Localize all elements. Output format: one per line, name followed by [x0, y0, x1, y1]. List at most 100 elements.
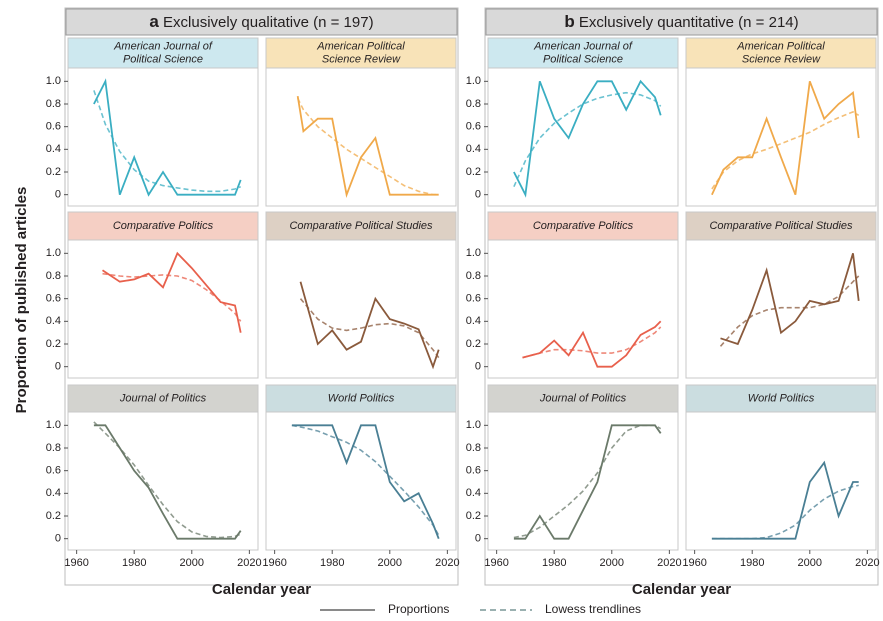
- group-letter: a: [149, 12, 159, 31]
- title-line: Political Science: [543, 53, 623, 65]
- x-tick-label: 1980: [740, 557, 764, 569]
- y-tick-label: 0: [55, 533, 61, 545]
- title-line: Political Science: [123, 53, 203, 65]
- y-tick-label: 0: [475, 189, 481, 201]
- panel-header: [685, 37, 877, 69]
- x-tick-label: 2000: [600, 557, 624, 569]
- y-tick-label: 0.4: [46, 315, 61, 327]
- panel-header: [685, 211, 877, 241]
- y-tick-label: 0.6: [466, 293, 481, 305]
- group-header: [485, 8, 878, 36]
- x-tick-label: 2020: [435, 557, 459, 569]
- x-tick-label: 2000: [180, 557, 204, 569]
- panel-header: [67, 384, 259, 413]
- y-tick-label: 0: [475, 361, 481, 373]
- group-name: Exclusively qualitative: [163, 14, 309, 31]
- title-line: American Political: [736, 40, 825, 52]
- y-axis-label: Proportion of published articles: [13, 187, 30, 414]
- group-frame: [484, 7, 879, 586]
- group-n: (n = 197): [313, 14, 373, 31]
- y-tick-label: 0.2: [466, 510, 481, 522]
- y-tick-label: 1.0: [466, 419, 481, 431]
- series-line: [102, 272, 242, 322]
- panel-header: [487, 211, 679, 241]
- y-tick-label: 0.4: [466, 143, 481, 155]
- series-line: [291, 424, 440, 536]
- panel-header: [265, 211, 457, 241]
- y-tick-label: 0.8: [466, 442, 481, 454]
- x-tick-label: 1980: [542, 557, 566, 569]
- series-line: [93, 78, 242, 197]
- legend-label: Lowess trendlines: [545, 602, 641, 616]
- y-tick-label: 0.8: [46, 442, 61, 454]
- series-line: [522, 326, 662, 359]
- y-tick-label: 0: [55, 189, 61, 201]
- panel-title: World Politics: [748, 392, 815, 404]
- y-tick-label: 0.2: [46, 166, 61, 178]
- series-line: [93, 421, 241, 539]
- y-tick-label: 0.6: [46, 293, 61, 305]
- group-name: Exclusively quantitative: [579, 14, 734, 31]
- y-tick-label: 0.2: [466, 338, 481, 350]
- panel-title: American Political Science Review: [736, 40, 825, 65]
- y-tick-label: 0.4: [46, 487, 61, 499]
- group-frame: [64, 7, 459, 586]
- y-tick-label: 0.6: [466, 121, 481, 133]
- y-tick-label: 0.8: [466, 270, 481, 282]
- panel-header: [685, 384, 877, 413]
- title-line: American Journal of: [113, 40, 213, 52]
- y-tick-label: 0.8: [46, 98, 61, 110]
- x-axis-label: Calendar year: [632, 581, 731, 598]
- series-line: [711, 111, 860, 190]
- panel-title: American Journal of Political Science: [113, 40, 213, 65]
- y-tick-label: 1.0: [46, 419, 61, 431]
- series-line: [513, 91, 662, 188]
- x-axis-label: Calendar year: [212, 581, 311, 598]
- series-line: [93, 424, 242, 540]
- y-tick-label: 0.6: [46, 465, 61, 477]
- series-line: [299, 281, 440, 370]
- title-line: Science Review: [742, 53, 821, 65]
- x-tick-label: 2020: [237, 557, 261, 569]
- series-line: [513, 424, 662, 540]
- title-line: American Political: [316, 40, 405, 52]
- group-title: b Exclusively quantitative (n = 214): [564, 12, 798, 31]
- group-n: (n = 214): [738, 14, 798, 31]
- panel-title: Journal of Politics: [539, 392, 627, 404]
- series-line: [102, 251, 242, 333]
- series-line: [522, 320, 662, 368]
- series-line: [711, 484, 859, 540]
- y-tick-label: 1.0: [466, 247, 481, 259]
- series-line: [711, 460, 859, 540]
- x-tick-label: 1980: [320, 557, 344, 569]
- y-tick-label: 0.4: [466, 315, 481, 327]
- y-tick-label: 1.0: [46, 75, 61, 87]
- series-line: [299, 298, 440, 359]
- series-line: [296, 95, 439, 198]
- y-tick-label: 0.6: [46, 121, 61, 133]
- group-letter: b: [564, 12, 574, 31]
- panel-header: [265, 37, 457, 69]
- panel-title: Comparative Political Studies: [709, 220, 853, 232]
- y-tick-label: 0.4: [46, 143, 61, 155]
- panel-title: Comparative Politics: [113, 220, 214, 232]
- y-tick-label: 0: [475, 533, 481, 545]
- panel-title: Comparative Politics: [533, 220, 634, 232]
- legend-label: Proportions: [388, 602, 449, 616]
- group-title: a Exclusively qualitative (n = 197): [149, 12, 373, 31]
- y-tick-label: 0.6: [466, 465, 481, 477]
- panel-title: Journal of Politics: [119, 392, 207, 404]
- x-tick-label: 1960: [682, 557, 706, 569]
- x-tick-label: 2000: [378, 557, 402, 569]
- series-line: [296, 97, 439, 196]
- y-tick-label: 0: [55, 361, 61, 373]
- y-tick-label: 0.2: [466, 166, 481, 178]
- y-tick-label: 1.0: [46, 247, 61, 259]
- series-line: [93, 90, 241, 193]
- x-tick-label: 1960: [262, 557, 286, 569]
- series-line: [720, 253, 860, 346]
- title-line: American Journal of: [533, 40, 633, 52]
- panel-title: Comparative Political Studies: [289, 220, 433, 232]
- panel-header: [487, 384, 679, 413]
